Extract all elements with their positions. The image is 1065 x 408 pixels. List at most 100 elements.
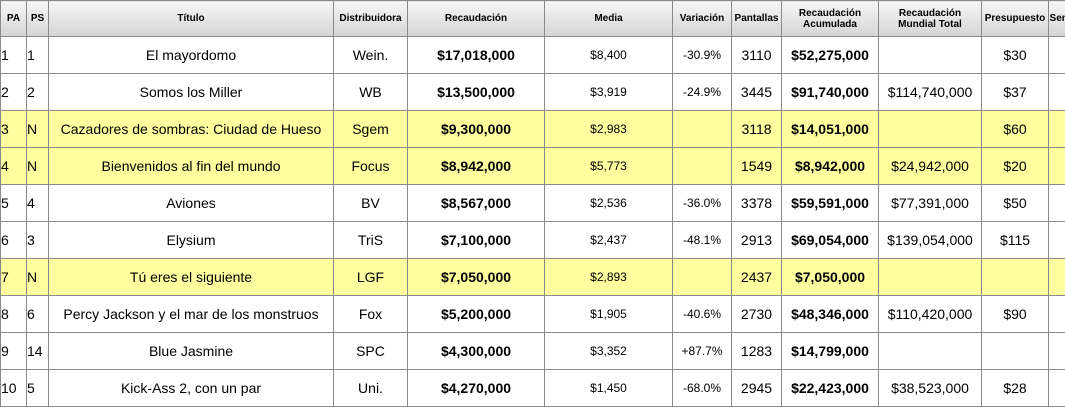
cell-gross: $8,942,000	[407, 147, 545, 185]
cell-screens: 3118	[731, 110, 782, 148]
cell-screens: 3378	[731, 184, 782, 222]
cell-cumulative: $22,423,000	[781, 369, 879, 407]
cell-gross: $7,050,000	[407, 258, 545, 296]
cell-weeks: 1	[1048, 110, 1065, 148]
cell-worldwide: $110,420,000	[878, 295, 982, 333]
header-distributor: Distribuidora	[333, 0, 408, 37]
cell-average: $8,400	[544, 36, 673, 74]
cell-title: Percy Jackson y el mar de los monstruos	[48, 295, 334, 333]
cell-change	[672, 258, 732, 296]
cell-budget: $37	[981, 73, 1049, 111]
cell-pa: 9	[0, 332, 27, 370]
cell-worldwide: $24,942,000	[878, 147, 982, 185]
cell-budget: $60	[981, 110, 1049, 148]
cell-budget: $115	[981, 221, 1049, 259]
cell-worldwide: $77,391,000	[878, 184, 982, 222]
cell-budget: $90	[981, 295, 1049, 333]
cell-pa: 2	[0, 73, 27, 111]
cell-title: Cazadores de sombras: Ciudad de Hueso	[48, 110, 334, 148]
cell-screens: 2945	[731, 369, 782, 407]
cell-distributor: Fox	[333, 295, 408, 333]
table-row: 4 N Bienvenidos al fin del mundo Focus $…	[0, 147, 1065, 185]
cell-ps: 3	[26, 221, 49, 259]
cell-pa: 1	[0, 36, 27, 74]
cell-screens: 1549	[731, 147, 782, 185]
cell-weeks: 1	[1048, 147, 1065, 185]
cell-change: +87.7%	[672, 332, 732, 370]
cell-change: -24.9%	[672, 73, 732, 111]
cell-cumulative: $14,799,000	[781, 332, 879, 370]
header-pa: PA	[0, 0, 27, 37]
cell-change	[672, 110, 732, 148]
cell-cumulative: $59,591,000	[781, 184, 879, 222]
cell-worldwide: $38,523,000	[878, 369, 982, 407]
cell-pa: 7	[0, 258, 27, 296]
cell-title: El mayordomo	[48, 36, 334, 74]
cell-average: $2,536	[544, 184, 673, 222]
cell-screens: 2437	[731, 258, 782, 296]
cell-title: Blue Jasmine	[48, 332, 334, 370]
cell-worldwide	[878, 332, 982, 370]
cell-distributor: LGF	[333, 258, 408, 296]
header-cumulative: Recaudación Acumulada	[781, 0, 879, 37]
cell-distributor: SPC	[333, 332, 408, 370]
cell-change: -30.9%	[672, 36, 732, 74]
cell-change: -48.1%	[672, 221, 732, 259]
cell-distributor: Wein.	[333, 36, 408, 74]
cell-title: Bienvenidos al fin del mundo	[48, 147, 334, 185]
table-body: 1 1 El mayordomo Wein. $17,018,000 $8,40…	[0, 36, 1065, 407]
cell-weeks: 3	[1048, 221, 1065, 259]
cell-distributor: TriS	[333, 221, 408, 259]
cell-pa: 10	[0, 369, 27, 407]
cell-distributor: Uni.	[333, 369, 408, 407]
cell-weeks: 3	[1048, 184, 1065, 222]
cell-cumulative: $14,051,000	[781, 110, 879, 148]
table-row: 5 4 Aviones BV $8,567,000 $2,536 -36.0% …	[0, 184, 1065, 222]
cell-gross: $17,018,000	[407, 36, 545, 74]
cell-weeks: 2	[1048, 369, 1065, 407]
cell-pa: 3	[0, 110, 27, 148]
header-gross: Recaudación	[407, 0, 545, 37]
header-ps: PS	[26, 0, 49, 37]
cell-gross: $9,300,000	[407, 110, 545, 148]
cell-average: $3,919	[544, 73, 673, 111]
cell-ps: 1	[26, 36, 49, 74]
cell-average: $2,437	[544, 221, 673, 259]
cell-weeks: 3	[1048, 295, 1065, 333]
cell-distributor: Sgem	[333, 110, 408, 148]
header-average: Media	[544, 0, 673, 37]
cell-worldwide	[878, 36, 982, 74]
cell-pa: 4	[0, 147, 27, 185]
cell-gross: $4,270,000	[407, 369, 545, 407]
cell-gross: $13,500,000	[407, 73, 545, 111]
table-row: 9 14 Blue Jasmine SPC $4,300,000 $3,352 …	[0, 332, 1065, 370]
cell-ps: 2	[26, 73, 49, 111]
cell-title: Somos los Miller	[48, 73, 334, 111]
cell-worldwide: $139,054,000	[878, 221, 982, 259]
cell-budget	[981, 258, 1049, 296]
cell-average: $1,905	[544, 295, 673, 333]
cell-title: Kick-Ass 2, con un par	[48, 369, 334, 407]
cell-weeks: 5	[1048, 332, 1065, 370]
cell-worldwide: $114,740,000	[878, 73, 982, 111]
cell-ps: 5	[26, 369, 49, 407]
table-row: 6 3 Elysium TriS $7,100,000 $2,437 -48.1…	[0, 221, 1065, 259]
cell-weeks: 3	[1048, 73, 1065, 111]
cell-worldwide	[878, 110, 982, 148]
cell-screens: 2913	[731, 221, 782, 259]
table-row: 8 6 Percy Jackson y el mar de los monstr…	[0, 295, 1065, 333]
cell-weeks: 2	[1048, 36, 1065, 74]
cell-budget	[981, 332, 1049, 370]
cell-change: -40.6%	[672, 295, 732, 333]
cell-title: Tú eres el siguiente	[48, 258, 334, 296]
cell-screens: 3110	[731, 36, 782, 74]
cell-average: $3,352	[544, 332, 673, 370]
cell-ps: N	[26, 147, 49, 185]
cell-budget: $30	[981, 36, 1049, 74]
cell-distributor: WB	[333, 73, 408, 111]
cell-title: Elysium	[48, 221, 334, 259]
cell-pa: 8	[0, 295, 27, 333]
cell-cumulative: $48,346,000	[781, 295, 879, 333]
header-row: PA PS Título Distribuidora Recaudación M…	[0, 0, 1065, 37]
